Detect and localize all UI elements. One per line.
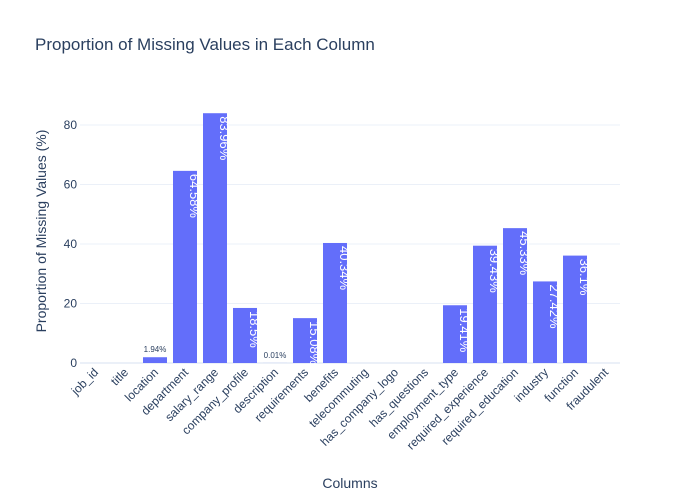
bar-data-label: 83.96%: [217, 116, 232, 161]
bar-salary_range: [203, 113, 227, 363]
y-tick-label: 20: [64, 296, 78, 310]
bar-department: [173, 170, 197, 363]
x-axis-ticks: job_id titlelocationdepartmentsalary_rang…: [68, 365, 612, 453]
bar-employment_type: [443, 305, 467, 363]
bar-data-label: 36.1%: [577, 259, 592, 296]
bar-location: [143, 357, 167, 363]
bar-function: [563, 255, 587, 363]
y-tick-label: 80: [64, 118, 78, 132]
bar-required_education: [503, 228, 527, 363]
bar-data-label: 45.33%: [517, 231, 532, 276]
bar-data-label: 64.58%: [187, 174, 202, 219]
bar-company_profile: [233, 307, 257, 363]
y-tick-label: 0: [70, 356, 77, 370]
bar-data-label: 39.43%: [487, 249, 502, 294]
bar-required_experience: [473, 245, 497, 363]
y-axis-title: Proportion of Missing Values (%): [33, 130, 49, 333]
bar-data-label: 19.41%: [457, 308, 472, 353]
chart-title: Proportion of Missing Values in Each Col…: [35, 35, 375, 54]
gridlines: [80, 124, 620, 364]
y-tick-label: 40: [64, 237, 78, 251]
bar-data-label: 18.5%: [247, 311, 262, 348]
bar-labels: 1.94% 64.58% 83.96% 18.5%0.01% 15.08% 40.34% 1…: [144, 116, 592, 365]
bar-data-label: 40.34%: [337, 246, 352, 291]
y-axis-ticks: 0 20 40 60 80: [64, 118, 78, 370]
x-axis-title: Columns: [322, 475, 377, 491]
bar-data-label: 15.08%: [307, 321, 322, 366]
y-tick-label: 60: [64, 177, 78, 191]
bar-benefits: [323, 242, 347, 363]
bar-data-label: 1.94%: [144, 345, 167, 354]
bar-industry: [533, 281, 557, 363]
bars: [143, 113, 587, 363]
x-tick-label: title: [108, 365, 131, 388]
bar-data-label: 27.42%: [547, 284, 562, 329]
bar-requirements: [293, 318, 317, 363]
bar-data-label: 0.01%: [264, 351, 287, 360]
x-tick-label: job_id: [68, 365, 101, 398]
